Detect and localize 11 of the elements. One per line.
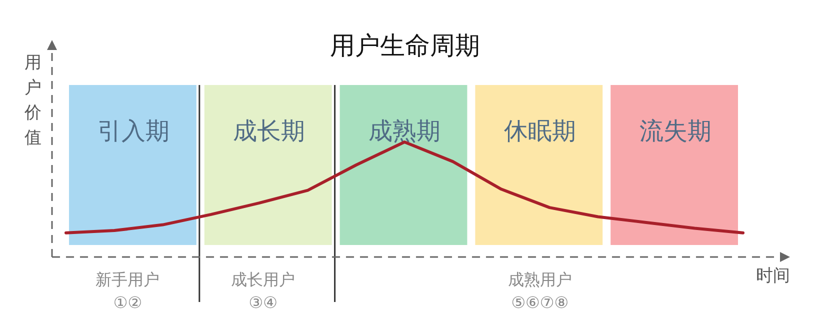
annotation: 休眠期 [504, 117, 576, 145]
chart-title: 用户生命周期 [330, 31, 480, 60]
annotation: 成熟期 [368, 117, 440, 145]
y-axis-title: 用户价值 [24, 53, 42, 148]
annotation: 成长期 [233, 117, 306, 145]
text: 成熟用户 ⑤⑥⑦⑧ [508, 270, 572, 312]
text: 成长用户 ③④ [231, 270, 296, 312]
text: 新手用户 ①② [96, 270, 160, 312]
annotation: 引入期 [98, 117, 170, 145]
annotation: 流失期 [639, 117, 712, 145]
x-axis-title: 时间 [756, 266, 790, 286]
